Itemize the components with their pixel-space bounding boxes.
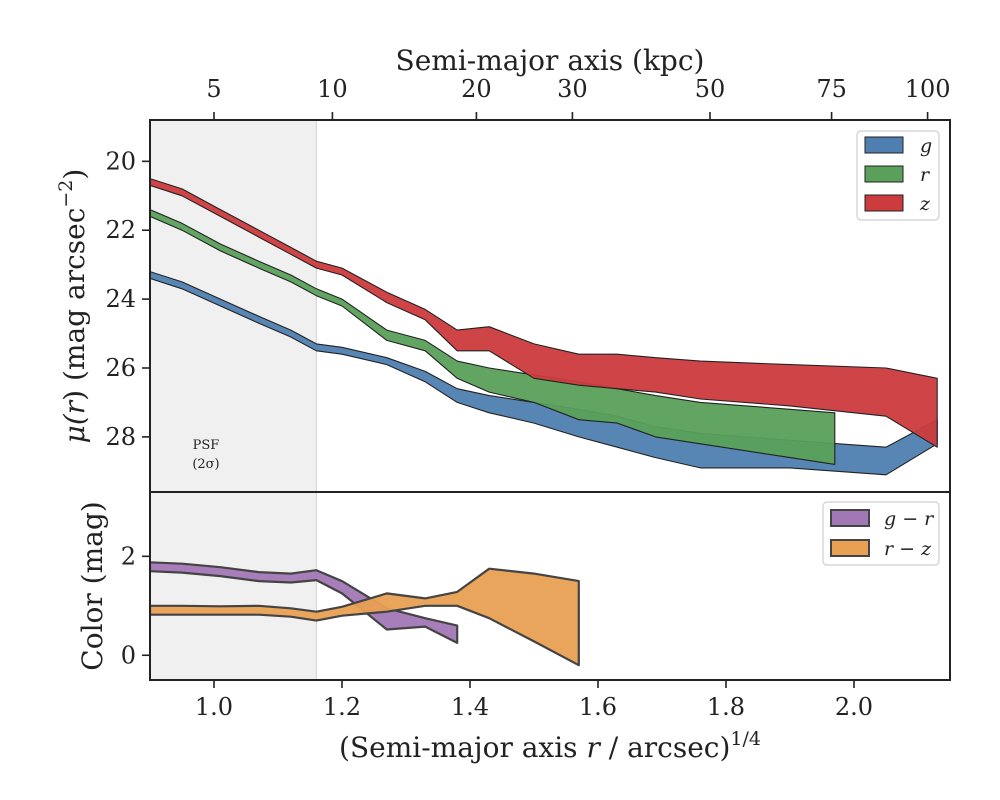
top-x-tick-label: 100 — [905, 75, 951, 103]
legend-label-r-z: r − z — [884, 538, 932, 560]
bottom-panel-frame — [149, 491, 951, 681]
top-x-tick-label: 50 — [695, 75, 726, 103]
x-tick-label: 1.0 — [195, 693, 233, 721]
top-y-tick-label: 20 — [105, 147, 136, 175]
top-y-tick-label: 22 — [105, 216, 136, 244]
bottom-y-axis-title: Color (mag) — [76, 501, 109, 670]
x-axis-title-exponent: 1/4 — [730, 728, 761, 750]
band-r — [150, 209, 836, 465]
legend-swatch-r — [864, 165, 904, 183]
legend-label-g-r: g − r — [884, 508, 935, 530]
legend-swatch-r-z — [830, 539, 870, 557]
legend-label-part: z — [920, 538, 932, 560]
legend-label-r: r — [920, 164, 931, 186]
bottom-y-tick-label: 0 — [121, 641, 136, 669]
top-y-tick-label: 24 — [105, 285, 136, 313]
top-y-tick-label: 28 — [105, 423, 136, 451]
legend-swatch-g-r — [830, 509, 870, 527]
x-tick-label: 2.0 — [835, 693, 873, 721]
x-tick-label: 1.2 — [323, 693, 361, 721]
y-axis-title-part: μ( — [58, 413, 91, 443]
y-axis-title-exponent: −2 — [55, 180, 77, 208]
y-axis-title-part: ) (mag arcsec — [58, 208, 91, 401]
x-tick-label: 1.8 — [707, 693, 745, 721]
top-x-tick-label: 5 — [206, 75, 221, 103]
legend-swatch-z — [864, 194, 904, 212]
top-x-tick-label: 10 — [317, 75, 348, 103]
top-x-tick-label: 30 — [557, 75, 588, 103]
psf-region — [150, 120, 317, 680]
y-axis-title-part: ) — [58, 169, 91, 180]
legend-label-z: z — [919, 193, 931, 215]
band-g-r — [150, 561, 459, 644]
legend-swatch-g — [864, 136, 904, 154]
legend-label-part: g — [884, 508, 896, 530]
x-axis-title-part: (Semi-major axis — [339, 731, 586, 764]
x-axis-title-variable: r — [586, 731, 601, 764]
top-x-tick-label: 75 — [816, 75, 847, 103]
x-axis-title: (Semi-major axis r / arcsec)1/4 — [339, 728, 761, 764]
y-axis-title-variable: r — [58, 399, 91, 414]
legend-label-part: r — [924, 508, 935, 530]
band-r-z — [150, 567, 580, 667]
x-tick-label: 1.6 — [579, 693, 617, 721]
band-z — [150, 178, 938, 448]
psf-label: PSF — [193, 438, 220, 453]
top-y-axis-title: μ(r) (mag arcsec−2) — [55, 169, 91, 444]
top-legend: grz — [856, 130, 940, 221]
bottom-y-tick-label: 2 — [121, 542, 136, 570]
top-panel-bands — [150, 178, 938, 476]
bottom-panel-bands — [150, 561, 580, 667]
legend-label-g: g — [920, 135, 932, 157]
psf-sigma-label: (2σ) — [192, 457, 219, 472]
top-x-tick-label: 20 — [461, 75, 492, 103]
top-y-tick-label: 26 — [105, 354, 136, 382]
x-axis-title-part: / arcsec) — [600, 731, 731, 764]
bottom-legend: g − rr − z — [822, 501, 940, 566]
legend-label-part: r — [884, 538, 895, 560]
legend-label-part: − — [893, 538, 921, 560]
top-axis-title: Semi-major axis (kpc) — [396, 44, 705, 77]
legend-label-part: − — [896, 508, 924, 530]
x-tick-label: 1.4 — [451, 693, 489, 721]
